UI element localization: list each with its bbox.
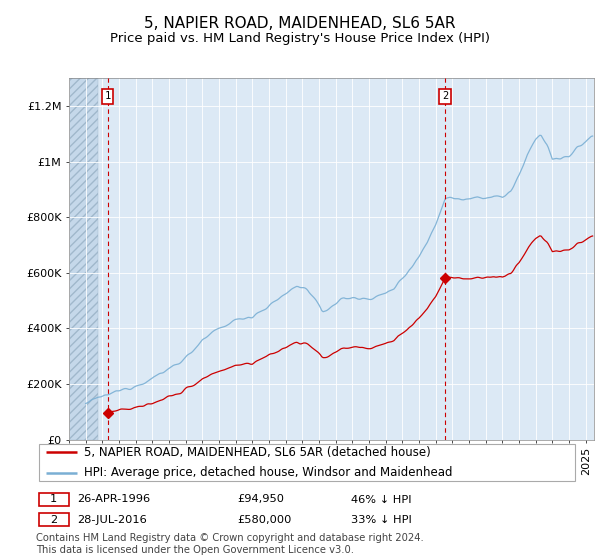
Text: 2: 2 [442, 91, 448, 101]
FancyBboxPatch shape [39, 444, 575, 481]
Text: 2: 2 [50, 515, 57, 525]
Text: Price paid vs. HM Land Registry's House Price Index (HPI): Price paid vs. HM Land Registry's House … [110, 32, 490, 45]
Text: 26-APR-1996: 26-APR-1996 [77, 494, 150, 505]
Text: Contains HM Land Registry data © Crown copyright and database right 2024.
This d: Contains HM Land Registry data © Crown c… [36, 533, 424, 555]
FancyBboxPatch shape [39, 513, 68, 526]
Text: 1: 1 [50, 494, 57, 505]
Text: £580,000: £580,000 [237, 515, 291, 525]
Text: HPI: Average price, detached house, Windsor and Maidenhead: HPI: Average price, detached house, Wind… [84, 466, 452, 479]
Text: 33% ↓ HPI: 33% ↓ HPI [351, 515, 412, 525]
Bar [69, 78, 98, 440]
FancyBboxPatch shape [39, 493, 68, 506]
Text: 5, NAPIER ROAD, MAIDENHEAD, SL6 5AR (detached house): 5, NAPIER ROAD, MAIDENHEAD, SL6 5AR (det… [84, 446, 431, 459]
Text: 5, NAPIER ROAD, MAIDENHEAD, SL6 5AR: 5, NAPIER ROAD, MAIDENHEAD, SL6 5AR [144, 16, 456, 31]
Text: 1: 1 [104, 91, 111, 101]
Text: 28-JUL-2016: 28-JUL-2016 [77, 515, 146, 525]
Text: 46% ↓ HPI: 46% ↓ HPI [351, 494, 412, 505]
Text: £94,950: £94,950 [237, 494, 284, 505]
